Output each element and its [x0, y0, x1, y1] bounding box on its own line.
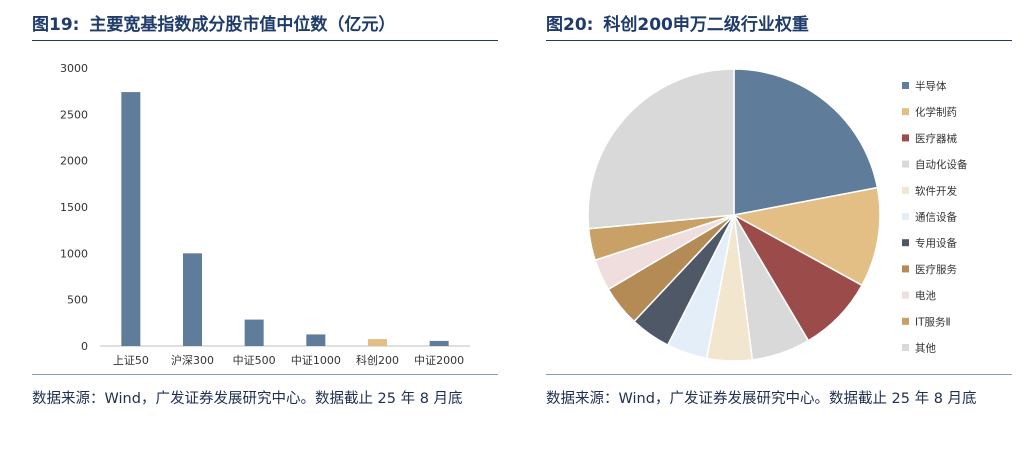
legend-label: 自动化设备 — [915, 158, 968, 171]
pie-slice — [587, 68, 735, 230]
legend-swatch — [902, 291, 909, 299]
legend-label: 电池 — [915, 289, 936, 302]
pie-chart-title-rule — [546, 40, 1012, 41]
legend-swatch — [902, 82, 909, 89]
x-tick-label: 科创200 — [356, 353, 399, 367]
legend-swatch — [902, 186, 909, 194]
legend-label: 半导体 — [915, 80, 947, 93]
pie-chart-title-number: 图20: — [546, 15, 594, 35]
legend-swatch — [902, 160, 909, 168]
pie-chart-title-text: 科创200申万二级行业权重 — [603, 15, 809, 35]
pie-chart-source: 数据来源：Wind，广发证券发展研究中心。数据截止 25 年 8 月底 — [546, 391, 977, 407]
bar — [306, 334, 326, 346]
x-tick-label: 中证2000 — [414, 354, 464, 367]
bar-chart-title-number: 图19: — [32, 15, 80, 35]
legend-label: 医疗器械 — [915, 132, 957, 145]
legend-swatch — [902, 108, 909, 116]
bar-chart: 0 500 1000 1500 2000 2500 3000 上证50 沪深300 中证500 中证… — [60, 62, 470, 367]
y-tick-label: 0 — [81, 340, 88, 353]
x-tick-label: 上证50 — [113, 354, 149, 367]
legend-label: 医疗服务 — [915, 263, 957, 276]
y-tick-label: 500 — [67, 294, 88, 307]
pie-slice — [733, 68, 879, 216]
x-tick-label: 中证500 — [233, 354, 276, 367]
x-tick-label: 沪深300 — [171, 353, 214, 367]
pie-chart-title: 图20: 科创200申万二级行业权重 — [546, 10, 809, 35]
legend-swatch — [902, 213, 909, 220]
legend-swatch — [902, 317, 909, 325]
legend-swatch — [902, 239, 909, 247]
legend-swatch — [902, 344, 909, 351]
y-tick-label: 2000 — [60, 155, 88, 168]
bar-chart-title-text: 主要宽基指数成分股市值中位数（亿元） — [89, 15, 396, 35]
pie-slice — [731, 186, 881, 287]
left-chart-panel: 图19: 主要宽基指数成分股市值中位数（亿元） 0 500 1000 1500 2000… — [0, 0, 500, 449]
bar — [368, 339, 387, 346]
legend-swatch — [902, 134, 909, 142]
bar-chart-title-rule — [32, 40, 498, 41]
legend-label: 其他 — [915, 342, 936, 355]
bar-chart-bottom-rule — [32, 374, 498, 375]
bar — [429, 340, 449, 346]
legend-label: 软件开发 — [915, 184, 957, 197]
legend-label: 化学制药 — [915, 106, 957, 119]
legend-label: IT服务Ⅱ — [915, 315, 951, 328]
legend-label: 专用设备 — [915, 237, 957, 250]
y-tick-label: 3000 — [60, 62, 88, 75]
bar — [183, 253, 202, 346]
x-tick-label: 中证1000 — [291, 354, 341, 367]
legend-swatch — [902, 265, 909, 273]
right-chart-panel: 图20: 科创200申万二级行业权重 半导体化学制药医疗器械自动化设备软件开发通… — [540, 0, 1024, 449]
bar — [121, 92, 141, 346]
legend-label: 通信设备 — [915, 211, 957, 224]
bar-chart-title: 图19: 主要宽基指数成分股市值中位数（亿元） — [32, 10, 395, 35]
bar — [244, 319, 264, 346]
bar-chart-source: 数据来源：Wind，广发证券发展研究中心。数据截止 25 年 8 月底 — [32, 391, 463, 407]
pie-chart-bottom-rule — [546, 374, 1012, 375]
y-tick-label: 1000 — [60, 247, 88, 260]
y-tick-label: 2500 — [60, 108, 88, 121]
y-tick-label: 1500 — [60, 201, 88, 214]
